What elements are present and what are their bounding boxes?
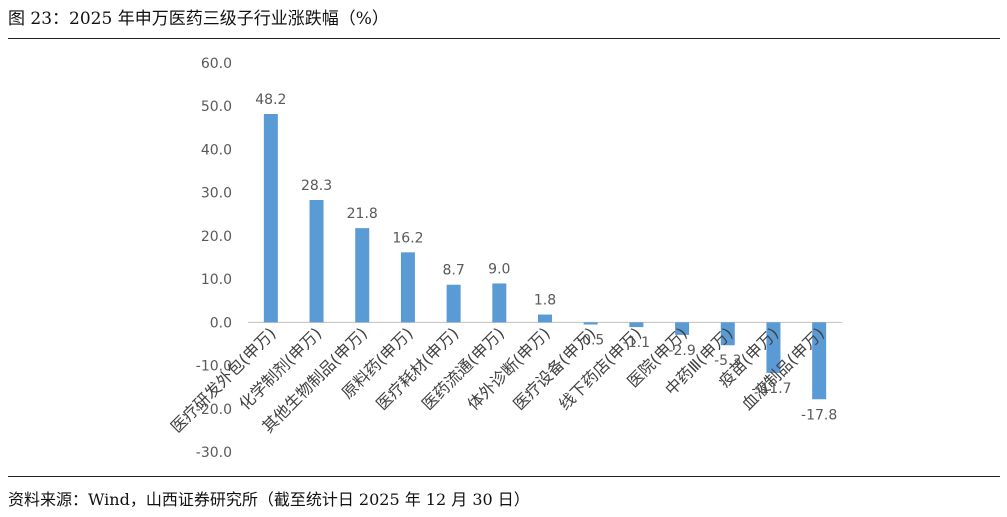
y-tick-label: 10.0 — [201, 272, 232, 288]
data-label: 28.3 — [301, 178, 332, 194]
data-label: -17.8 — [801, 407, 837, 423]
category-labels: 医疗研发外包(申万)化学制剂(申万)其他生物制品(申万)原料药(申万)医疗耗材(… — [167, 324, 828, 437]
data-label: -11.7 — [755, 381, 791, 397]
data-label: -0.5 — [577, 332, 604, 348]
bar — [629, 322, 644, 328]
y-tick-label: 60.0 — [201, 56, 232, 72]
bar — [675, 322, 690, 335]
data-label: -1.1 — [623, 335, 650, 351]
bar — [583, 322, 598, 325]
bar — [720, 322, 735, 346]
y-tick-label: -20.0 — [196, 402, 232, 418]
bottom-rule — [8, 476, 1000, 477]
bar — [766, 322, 781, 373]
bar — [446, 284, 461, 323]
data-label: -5.3 — [714, 353, 741, 369]
bar — [492, 283, 507, 323]
y-axis-ticks: -30.0 -20.0 -10.0 0.0 10.0 20.0 30.0 40.0 50.0 60… — [196, 56, 232, 461]
bars — [263, 114, 827, 400]
y-tick-label: 50.0 — [201, 99, 232, 115]
y-tick-label: -30.0 — [196, 445, 232, 461]
figure-source: 资料来源：Wind，山西证券研究所（截至统计日 2025 年 12 月 30 日… — [8, 490, 530, 509]
bar — [538, 314, 552, 323]
bar — [355, 228, 370, 323]
data-label: -2.9 — [668, 343, 695, 359]
data-label: 48.2 — [255, 92, 286, 108]
top-rule — [8, 38, 1000, 39]
data-label: 16.2 — [392, 230, 423, 246]
y-tick-label: 40.0 — [201, 142, 232, 158]
y-tick-label: 30.0 — [201, 186, 232, 202]
y-tick-label: 20.0 — [201, 229, 232, 245]
figure-title: 图 23：2025 年申万医药三级子行业涨跌幅（%） — [8, 9, 389, 29]
data-label: 9.0 — [488, 261, 510, 277]
y-tick-label: -10.0 — [196, 359, 232, 375]
bar-chart: -30.0 -20.0 -10.0 0.0 10.0 20.0 30.0 40.0 50.0 60… — [167, 56, 842, 461]
bar — [812, 322, 827, 400]
data-label: 1.8 — [534, 293, 556, 309]
bar — [400, 252, 415, 323]
data-label: 8.7 — [442, 263, 464, 279]
y-tick-label: 0.0 — [210, 315, 232, 331]
data-labels: 48.2 28.3 21.8 16.2 8.7 9.0 1.8 -0.5 -1.1 -2.9 -5.… — [255, 92, 837, 423]
data-label: 21.8 — [347, 206, 378, 222]
bar — [309, 200, 324, 323]
bar — [263, 114, 278, 323]
